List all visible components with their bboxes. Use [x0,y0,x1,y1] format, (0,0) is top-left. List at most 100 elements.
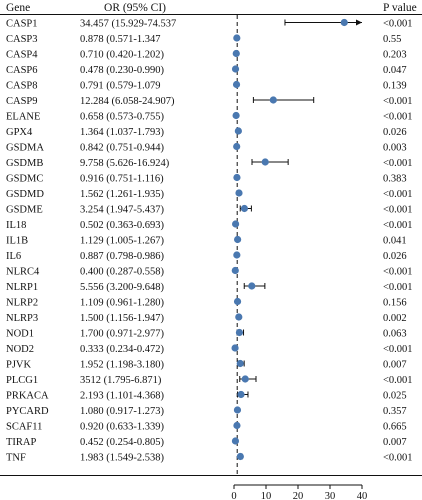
p-value-gsdmb: <0.001 [383,158,413,169]
table-row: IL18 0.502 (0.363-0.693) <0.001 [6,220,413,231]
table-row: NLRP3 1.500 (1.156-1.947) 0.002 [6,313,407,324]
table-row: CASP9 12.284 (6.058-24.907) <0.001 [6,96,413,107]
p-value-tirap: 0.007 [383,437,407,448]
or-ci-casp8: 0.791 (0.579-1.079 [80,80,161,91]
or-point-nlrp2 [233,297,242,306]
table-row: CASP3 0.878 (0.571-1.347 0.55 [6,34,401,45]
header-or-ci: OR (95% CI) [104,2,166,14]
p-value-il1b: 0.041 [383,235,407,246]
or-point-gsdmb [261,158,269,166]
or-ci-prkaca: 2.193 (1.101-4.368) [80,390,164,401]
p-value-casp8: 0.139 [383,80,407,91]
or-point-pycard [233,406,242,414]
or-ci-nlrp2: 1.109 (0.961-1.280) [80,297,164,308]
or-point-casp8 [232,80,241,89]
table-row: CASP8 0.791 (0.579-1.079 0.139 [6,80,407,91]
p-value-elane: <0.001 [383,111,413,122]
p-value-plcg1: <0.001 [383,375,413,386]
or-point-casp4 [232,49,240,58]
or-ci-gpx4: 1.364 (1.037-1.793) [80,127,164,138]
gene-label-nlrp2: NLRP2 [6,297,38,308]
or-point-nlrc4 [231,266,239,275]
or-ci-casp9: 12.284 (6.058-24.907) [80,96,175,107]
ci-arrow-casp1 [356,19,362,26]
table-row: GSDMA 0.842 (0.751-0.944) 0.003 [6,142,407,153]
gene-label-pycard: PYCARD [6,406,49,417]
or-point-plcg1 [241,375,249,383]
p-value-gsdmc: 0.383 [383,173,407,184]
or-point-casp6 [231,65,240,73]
x-tick-label: 40 [357,491,368,500]
table-row: GSDME 3.254 (1.947-5.437) <0.001 [6,204,413,215]
or-ci-tirap: 0.452 (0.254-0.805) [80,437,164,448]
gene-label-elane: ELANE [6,111,40,122]
or-point-nod2 [231,344,239,352]
x-tick-label: 20 [293,491,304,500]
or-point-nod1 [235,328,244,337]
x-tick-label: 0 [231,491,236,500]
gene-label-pjvk: PJVK [6,359,32,370]
table-row: NOD2 0.333 (0.234-0.472) <0.001 [6,344,413,355]
gene-label-gsdmd: GSDMD [6,189,44,200]
gene-label-casp6: CASP6 [6,65,38,76]
or-ci-pycard: 1.080 (0.917-1.273) [80,406,164,417]
or-point-gpx4 [234,127,242,135]
table-rows: CASP1 34.457 (15.929-74.537 <0.001 CASP3 0.8… [6,18,413,463]
or-point-il18 [232,220,240,228]
or-ci-il1b: 1.129 (1.005-1.267) [80,235,164,246]
table-row: NLRP2 1.109 (0.961-1.280) 0.156 [6,297,407,308]
p-value-nod1: 0.063 [383,328,407,339]
or-point-tnf [236,452,244,461]
table-row: GSDMC 0.916 (0.751-1.116) 0.383 [6,173,407,184]
or-ci-casp1: 34.457 (15.929-74.537 [80,18,176,29]
gene-label-gsdme: GSDME [6,204,43,215]
or-ci-gsdmc: 0.916 (0.751-1.116) [80,173,164,184]
or-point-gsdme [240,204,249,213]
or-ci-gsdmd: 1.562 (1.261-1.935) [80,189,164,200]
p-value-il6: 0.026 [383,251,407,262]
gene-label-casp4: CASP4 [6,49,38,60]
or-ci-plcg1: 3512 (1.795-6.871) [80,375,162,386]
gene-label-gsdmb: GSDMB [6,158,43,169]
p-value-pycard: 0.357 [383,406,407,417]
gene-label-tirap: TIRAP [6,437,36,448]
table-row: CASP4 0.710 (0.420-1.202) 0.203 [6,49,407,60]
gene-label-nlrp3: NLRP3 [6,313,38,324]
or-ci-il18: 0.502 (0.363-0.693) [80,220,164,231]
p-value-casp4: 0.203 [383,49,407,60]
table-row: GSDMB 9.758 (5.626-16.924) <0.001 [6,158,413,169]
p-value-pjvk: 0.007 [383,359,407,370]
gene-label-nod1: NOD1 [6,328,34,339]
table-row: SCAF11 0.920 (0.633-1.339) 0.665 [6,421,407,432]
table-row: GPX4 1.364 (1.037-1.793) 0.026 [6,127,407,138]
p-value-gpx4: 0.026 [383,127,407,138]
or-ci-il6: 0.887 (0.798-0.986) [80,251,164,262]
or-ci-nlrp1: 5.556 (3.200-9.648) [80,282,164,293]
or-ci-nlrc4: 0.400 (0.287-0.558) [80,266,164,277]
or-point-casp9 [269,96,277,104]
or-point-pjvk [236,359,244,368]
table-row: ELANE 0.658 (0.573-0.755) <0.001 [6,111,413,122]
table-row: TIRAP 0.452 (0.254-0.805) 0.007 [6,437,407,448]
or-ci-casp3: 0.878 (0.571-1.347 [80,34,161,45]
or-point-elane [232,111,240,120]
p-value-casp1: <0.001 [383,18,413,29]
table-row: PRKACA 2.193 (1.101-4.368) 0.025 [6,390,407,401]
or-point-casp1 [340,18,348,27]
gene-label-gpx4: GPX4 [6,127,33,138]
or-point-il6 [233,251,241,259]
x-axis-ticks: 0 10 20 30 40 [231,485,367,500]
p-value-il18: <0.001 [383,220,413,231]
table-row: TNF 1.983 (1.549-2.538) <0.001 [6,452,413,463]
p-value-nod2: <0.001 [383,344,413,355]
table-row: NOD1 1.700 (0.971-2.977) 0.063 [6,328,407,339]
gene-label-casp8: CASP8 [6,80,38,91]
gene-label-gsdmc: GSDMC [6,173,43,184]
gene-label-tnf: TNF [6,452,26,463]
table-row: IL6 0.887 (0.798-0.986) 0.026 [6,251,407,262]
or-ci-nod1: 1.700 (0.971-2.977) [80,328,164,339]
plot-marks [231,18,362,461]
or-point-nlrp3 [235,313,243,321]
gene-label-nod2: NOD2 [6,344,34,355]
